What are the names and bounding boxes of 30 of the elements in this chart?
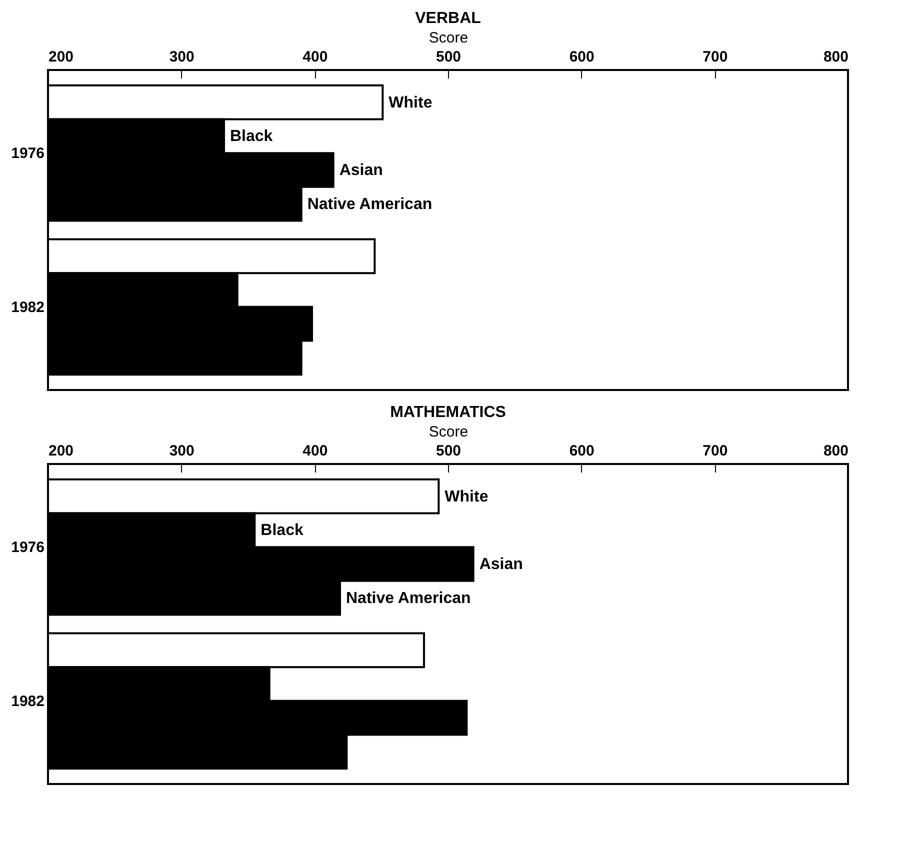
chart-title: VERBAL	[415, 10, 482, 27]
y-tick-label: 1982	[11, 692, 44, 710]
x-tick-label: 800	[823, 48, 848, 66]
x-tick-label: 300	[169, 442, 194, 460]
x-tick-label: 200	[48, 48, 74, 66]
x-tick-label: 800	[823, 442, 848, 460]
series-label: Native American	[346, 590, 471, 607]
series-label: White	[444, 488, 488, 506]
x-tick-label: 400	[302, 48, 328, 66]
x-tick-label: 200	[48, 442, 74, 460]
x-tick-label: 700	[702, 442, 728, 460]
x-tick-label: 700	[702, 48, 728, 66]
x-axis-title: Score	[428, 424, 468, 440]
x-tick-label: 600	[569, 48, 594, 66]
series-label: Asian	[479, 556, 523, 573]
x-tick-label: 500	[436, 442, 462, 460]
y-tick-label: 1976	[11, 539, 44, 556]
series-label: White	[388, 94, 432, 112]
x-tick-label: 300	[169, 48, 194, 66]
series-label: Native American	[307, 196, 432, 213]
y-tick-label: 1982	[11, 298, 44, 316]
chart-title: MATHEMATICS	[390, 404, 506, 421]
y-tick-label: 1976	[11, 145, 44, 162]
series-label: Black	[260, 522, 304, 540]
x-tick-label: 600	[569, 442, 594, 460]
series-label: Asian	[339, 162, 383, 179]
series-label: Black	[230, 128, 273, 146]
x-tick-label: 500	[436, 48, 462, 66]
x-axis-title: Score	[428, 30, 468, 46]
x-tick-label: 400	[302, 442, 328, 460]
